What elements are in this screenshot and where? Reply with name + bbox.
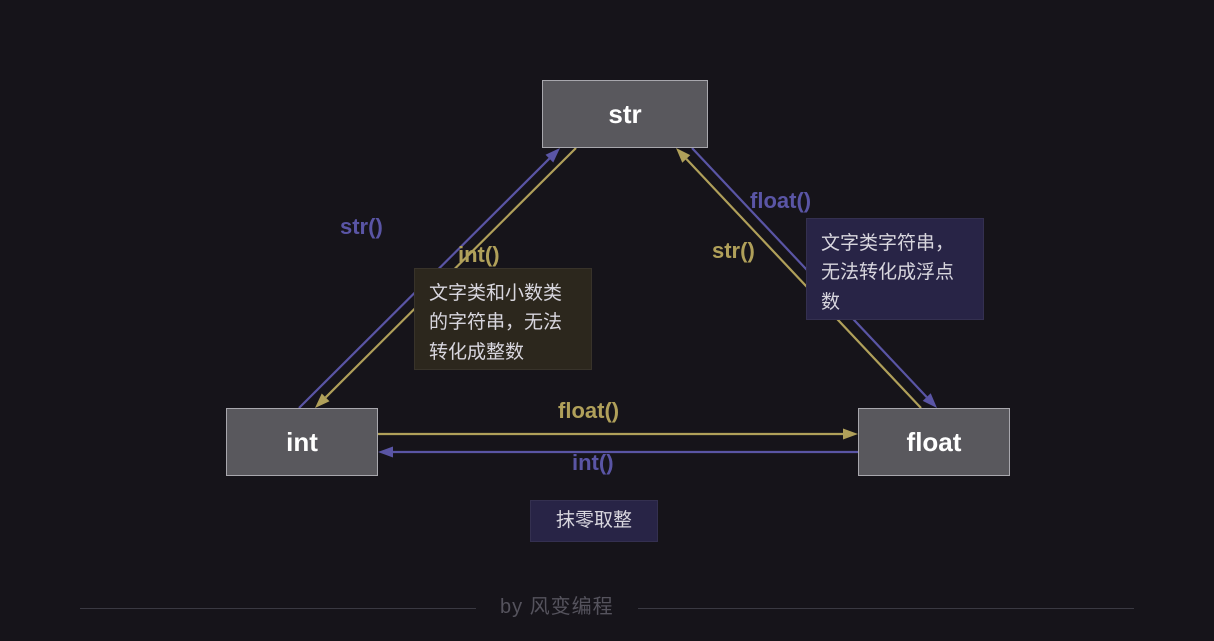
label-int-to-str: str() (340, 214, 383, 240)
credit-text: by 风变编程 (500, 590, 614, 619)
note-trunc-text: 抹零取整 (556, 506, 632, 535)
note-trunc: 抹零取整 (530, 500, 658, 542)
label-str-to-float: float() (750, 188, 811, 214)
diagram-canvas: str int float str() int() str() float() … (0, 0, 1214, 641)
label-str-to-int: int() (458, 242, 500, 268)
footer-divider-left (80, 608, 476, 609)
label-float-to-int: int() (572, 450, 614, 476)
footer-divider-right (638, 608, 1134, 609)
label-float-to-str: str() (712, 238, 755, 264)
note-int-text: 文字类和小数类的字符串，无法转化成整数 (429, 283, 562, 363)
node-float-label: float (907, 427, 962, 458)
label-int-to-float: float() (558, 398, 619, 424)
node-int: int (226, 408, 378, 476)
note-int: 文字类和小数类的字符串，无法转化成整数 (414, 268, 592, 370)
node-float: float (858, 408, 1010, 476)
note-float-text: 文字类字符串，无法转化成浮点数 (821, 233, 954, 313)
node-str-label: str (608, 99, 641, 130)
note-float: 文字类字符串，无法转化成浮点数 (806, 218, 984, 320)
node-int-label: int (286, 427, 318, 458)
node-str: str (542, 80, 708, 148)
